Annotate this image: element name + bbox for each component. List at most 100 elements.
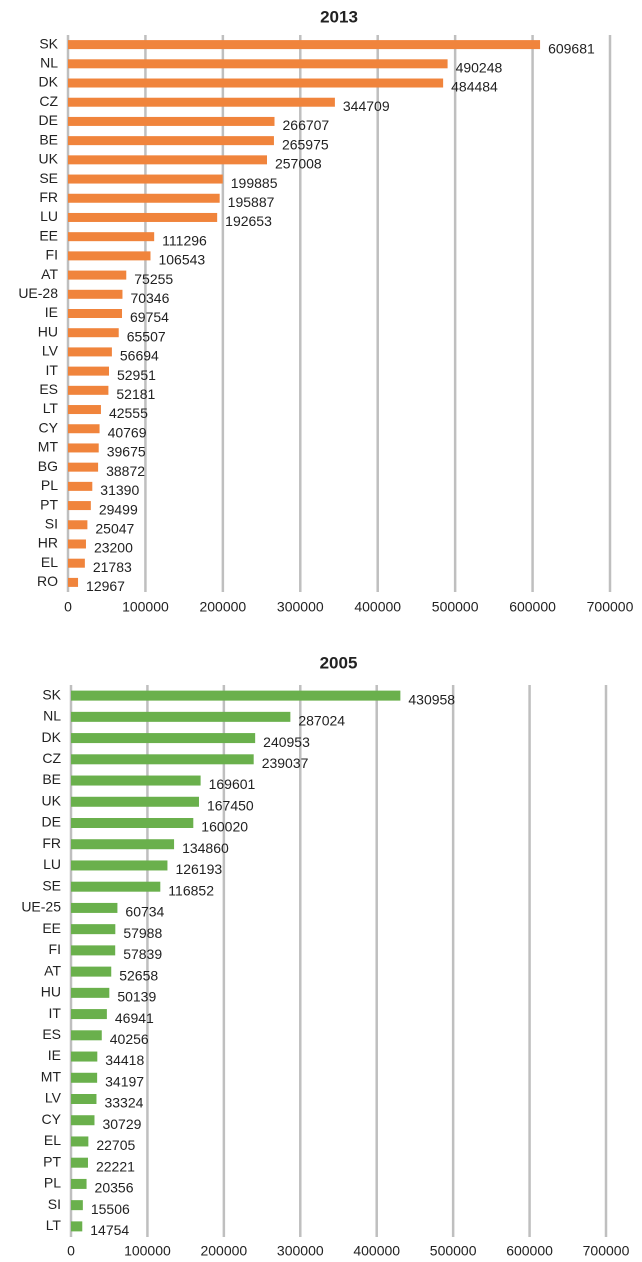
value-label: 60734 <box>125 904 164 920</box>
value-label: 23200 <box>94 540 133 556</box>
bar <box>68 270 127 280</box>
y-tick-label: AT <box>44 962 61 978</box>
value-label: 21783 <box>93 559 132 575</box>
y-tick-label: DE <box>39 112 58 128</box>
value-label: 75255 <box>134 271 173 287</box>
value-label: 192653 <box>225 213 272 229</box>
value-label: 40256 <box>110 1031 149 1047</box>
y-tick-label: LT <box>46 1217 62 1233</box>
y-tick-label: EL <box>41 554 58 570</box>
value-label: 240953 <box>263 734 310 750</box>
value-label: 239037 <box>262 755 309 771</box>
y-tick-label: DK <box>39 74 59 90</box>
bar <box>68 366 109 376</box>
bar <box>71 860 168 871</box>
bar <box>68 309 123 318</box>
bar <box>71 754 254 765</box>
bar <box>68 212 218 222</box>
bar <box>68 405 101 415</box>
bar <box>68 539 86 549</box>
value-label: 52658 <box>119 967 158 983</box>
value-label: 39675 <box>107 444 146 460</box>
chart-title: 2005 <box>320 653 358 672</box>
y-tick-label: DK <box>42 729 62 745</box>
bar <box>71 1072 98 1083</box>
value-label: 22705 <box>96 1137 135 1153</box>
bar <box>68 97 335 107</box>
value-label: 46941 <box>115 1010 154 1026</box>
bar <box>68 78 444 88</box>
y-tick-label: PL <box>41 477 58 493</box>
value-label: 34418 <box>105 1052 144 1068</box>
value-label: 167450 <box>207 797 254 813</box>
y-tick-label: SK <box>42 686 61 702</box>
bar <box>68 193 220 203</box>
y-tick-label: AT <box>41 266 58 282</box>
bar <box>68 232 155 242</box>
bar <box>68 385 109 395</box>
y-tick-label: HU <box>41 984 61 1000</box>
bar <box>68 116 275 126</box>
value-label: 160020 <box>201 819 248 835</box>
x-tick-label: 0 <box>67 1243 75 1259</box>
y-tick-label: LV <box>45 1090 62 1106</box>
value-label: 25047 <box>95 520 134 536</box>
bar <box>68 577 79 587</box>
bar <box>71 1221 83 1232</box>
x-tick-label: 600000 <box>509 599 556 615</box>
value-label: 38872 <box>106 463 145 479</box>
bar <box>71 733 256 744</box>
bar <box>68 40 541 50</box>
bar <box>68 155 267 165</box>
y-tick-label: BE <box>39 131 58 147</box>
y-tick-label: MT <box>41 1068 62 1084</box>
x-tick-label: 100000 <box>124 1243 171 1259</box>
bar <box>68 328 119 338</box>
bar <box>71 1136 89 1147</box>
y-tick-label: IT <box>49 1005 62 1021</box>
bar <box>68 481 93 491</box>
value-label: 14754 <box>90 1222 129 1238</box>
y-tick-label: EL <box>44 1132 61 1148</box>
value-label: 266707 <box>283 117 330 133</box>
y-tick-label: RO <box>37 573 58 589</box>
y-tick-label: FI <box>46 247 58 263</box>
y-tick-label: UE-25 <box>21 899 61 915</box>
value-label: 12967 <box>86 578 125 594</box>
bar <box>71 796 199 807</box>
value-label: 29499 <box>99 501 138 517</box>
bar <box>71 1030 102 1041</box>
bar <box>71 1157 88 1168</box>
value-label: 34197 <box>105 1073 144 1089</box>
x-tick-label: 300000 <box>277 599 324 615</box>
y-tick-label: LU <box>43 856 61 872</box>
bar <box>71 1051 98 1062</box>
bar <box>71 987 110 998</box>
y-tick-label: FI <box>49 941 61 957</box>
bar <box>68 347 112 357</box>
value-label: 116852 <box>168 882 214 898</box>
bar <box>71 1200 83 1211</box>
y-tick-label: FR <box>42 835 61 851</box>
y-tick-label: LT <box>43 400 59 416</box>
x-tick-label: 200000 <box>199 599 246 615</box>
y-tick-label: HU <box>38 323 58 339</box>
y-tick-label: CY <box>39 419 59 435</box>
bar <box>71 924 116 935</box>
bar <box>71 881 161 892</box>
x-tick-label: 700000 <box>587 599 634 615</box>
bar <box>71 1115 95 1126</box>
value-label: 52181 <box>116 386 155 402</box>
bar <box>68 558 85 568</box>
y-tick-label: UE-28 <box>18 285 58 301</box>
chart-title: 2013 <box>320 7 358 26</box>
y-tick-label: IE <box>48 1047 61 1063</box>
y-tick-label: DE <box>42 814 61 830</box>
bar <box>68 424 100 434</box>
value-label: 70346 <box>130 290 169 306</box>
value-label: 33324 <box>104 1095 143 1111</box>
value-label: 287024 <box>298 713 345 729</box>
y-tick-label: ES <box>42 1026 61 1042</box>
bar <box>71 945 116 956</box>
y-tick-label: FR <box>39 189 58 205</box>
